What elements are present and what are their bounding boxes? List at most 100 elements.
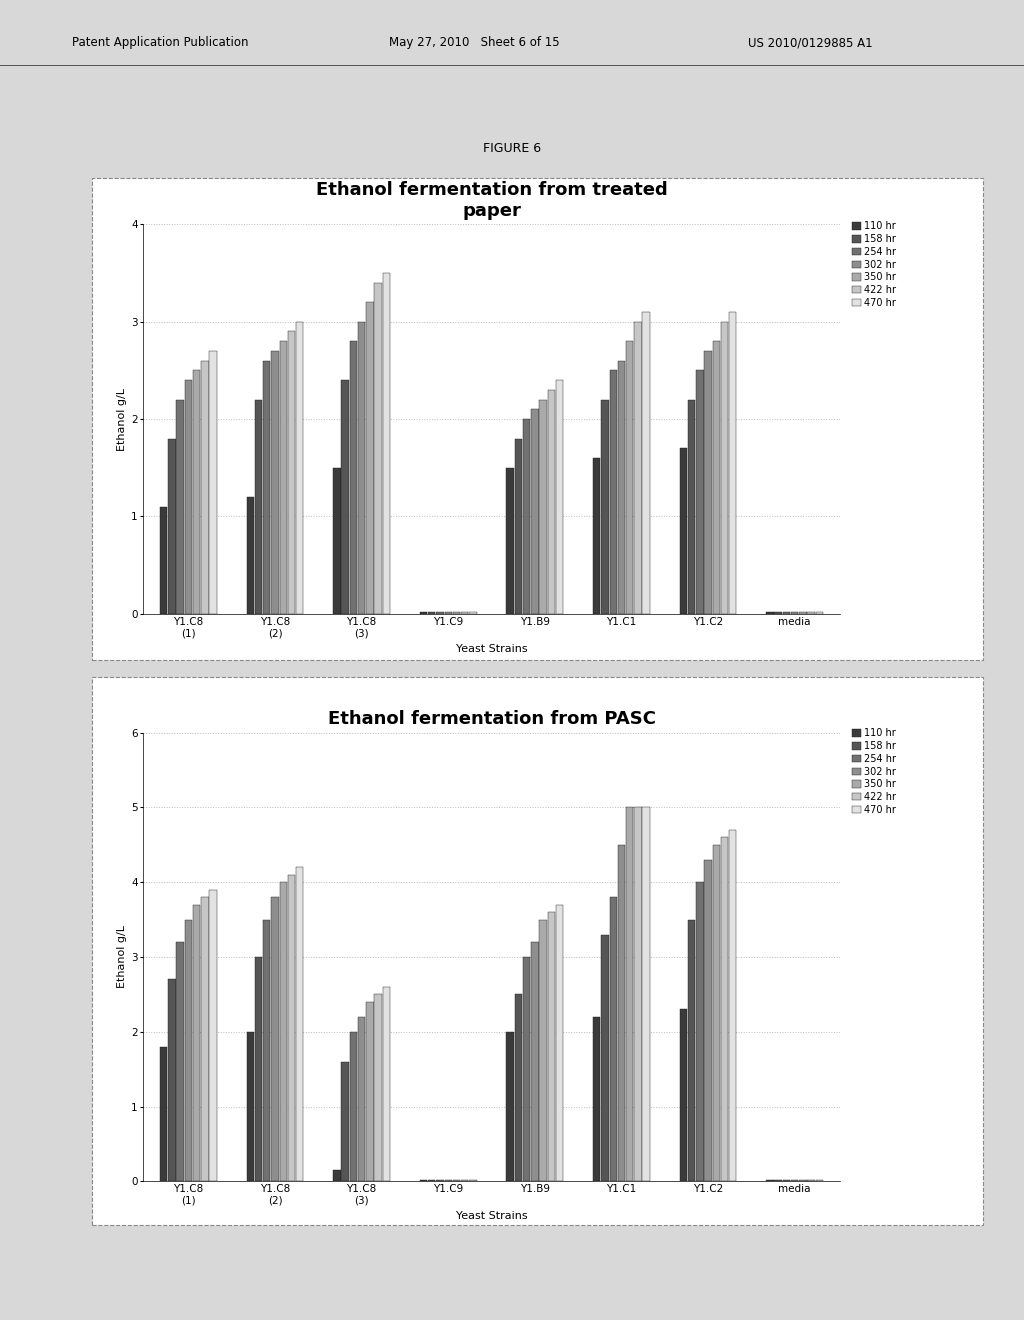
Bar xyxy=(782,612,791,614)
Bar xyxy=(255,400,262,614)
Bar xyxy=(507,1032,514,1181)
Bar xyxy=(766,1180,774,1181)
X-axis label: Yeast Strains: Yeast Strains xyxy=(456,644,527,653)
Bar xyxy=(288,875,295,1181)
Bar xyxy=(766,612,774,614)
Bar xyxy=(176,942,184,1181)
Bar xyxy=(461,612,468,614)
Bar xyxy=(341,1061,349,1181)
Bar xyxy=(626,808,634,1181)
Bar xyxy=(436,1180,443,1181)
Bar xyxy=(160,507,167,614)
Bar xyxy=(791,612,799,614)
Bar xyxy=(609,898,616,1181)
Bar xyxy=(375,282,382,614)
Bar xyxy=(696,371,703,614)
Bar xyxy=(184,920,193,1181)
Bar xyxy=(609,371,616,614)
Bar xyxy=(247,1032,254,1181)
Bar xyxy=(420,612,427,614)
Text: May 27, 2010   Sheet 6 of 15: May 27, 2010 Sheet 6 of 15 xyxy=(389,36,560,49)
Bar xyxy=(680,1010,687,1181)
Bar xyxy=(383,273,390,614)
Bar xyxy=(799,1180,807,1181)
Bar xyxy=(593,1016,600,1181)
Bar xyxy=(420,1180,427,1181)
Bar xyxy=(444,1180,452,1181)
Bar xyxy=(729,830,736,1181)
Bar xyxy=(634,322,642,614)
Bar xyxy=(428,1180,435,1181)
Bar xyxy=(461,1180,468,1181)
Bar xyxy=(705,859,712,1181)
Legend: 110 hr, 158 hr, 254 hr, 302 hr, 350 hr, 422 hr, 470 hr: 110 hr, 158 hr, 254 hr, 302 hr, 350 hr, … xyxy=(852,222,896,308)
Title: Ethanol fermentation from PASC: Ethanol fermentation from PASC xyxy=(328,710,655,729)
Bar xyxy=(453,1180,460,1181)
Text: Patent Application Publication: Patent Application Publication xyxy=(72,36,248,49)
Bar xyxy=(160,1047,167,1181)
Bar xyxy=(782,1180,791,1181)
Bar xyxy=(168,979,176,1181)
Bar xyxy=(721,322,728,614)
Bar xyxy=(375,994,382,1181)
Bar xyxy=(296,322,303,614)
Bar xyxy=(617,845,625,1181)
Bar xyxy=(444,612,452,614)
Bar xyxy=(271,351,279,614)
Bar xyxy=(548,912,555,1181)
Bar xyxy=(523,418,530,614)
Bar xyxy=(288,331,295,614)
Bar xyxy=(358,1016,366,1181)
Bar xyxy=(523,957,530,1181)
Bar xyxy=(263,920,270,1181)
Bar xyxy=(193,904,201,1181)
Bar xyxy=(247,496,254,614)
Bar xyxy=(540,400,547,614)
Bar xyxy=(799,612,807,614)
Bar xyxy=(680,449,687,614)
Bar xyxy=(774,612,782,614)
Bar xyxy=(333,467,341,614)
Bar xyxy=(168,438,176,614)
X-axis label: Yeast Strains: Yeast Strains xyxy=(456,1212,527,1221)
Bar xyxy=(296,867,303,1181)
Bar xyxy=(349,341,357,614)
Bar xyxy=(349,1032,357,1181)
Bar xyxy=(791,1180,799,1181)
Bar xyxy=(774,1180,782,1181)
Bar xyxy=(807,1180,815,1181)
Bar xyxy=(713,341,720,614)
Bar xyxy=(642,312,650,614)
Bar xyxy=(201,898,209,1181)
Bar xyxy=(593,458,600,614)
Bar xyxy=(453,612,460,614)
Bar xyxy=(280,341,287,614)
Bar xyxy=(721,837,728,1181)
Bar xyxy=(341,380,349,614)
Bar xyxy=(428,612,435,614)
Bar xyxy=(816,612,823,614)
Bar xyxy=(469,612,476,614)
Bar xyxy=(696,882,703,1181)
Bar xyxy=(436,612,443,614)
Bar xyxy=(201,360,209,614)
Bar xyxy=(688,920,695,1181)
Bar xyxy=(209,890,217,1181)
Bar xyxy=(705,351,712,614)
Bar xyxy=(816,1180,823,1181)
Bar xyxy=(634,808,642,1181)
Bar xyxy=(507,467,514,614)
Bar xyxy=(601,400,608,614)
Text: FIGURE 6: FIGURE 6 xyxy=(483,141,541,154)
Bar xyxy=(601,935,608,1181)
Bar xyxy=(184,380,193,614)
Bar xyxy=(176,400,184,614)
Bar xyxy=(515,438,522,614)
Bar xyxy=(642,808,650,1181)
Bar xyxy=(209,351,217,614)
Bar xyxy=(548,389,555,614)
Bar xyxy=(626,341,634,614)
Bar xyxy=(531,942,539,1181)
Bar xyxy=(383,987,390,1181)
Legend: 110 hr, 158 hr, 254 hr, 302 hr, 350 hr, 422 hr, 470 hr: 110 hr, 158 hr, 254 hr, 302 hr, 350 hr, … xyxy=(852,729,896,814)
